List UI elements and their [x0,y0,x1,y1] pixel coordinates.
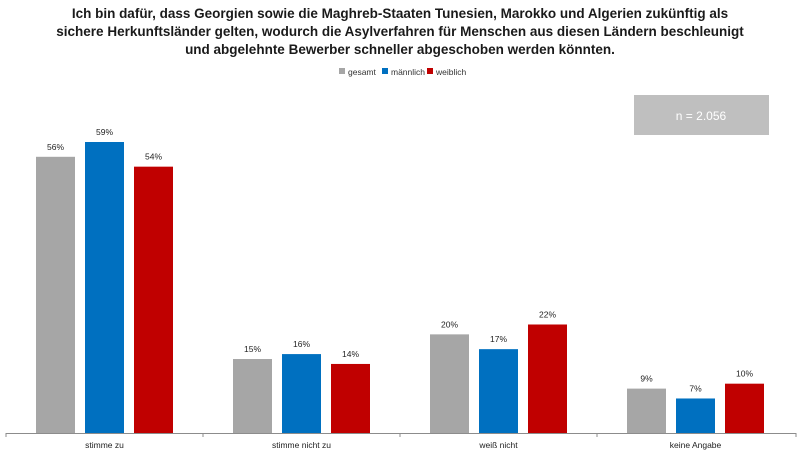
legend-label-maennlich: männlich [391,67,425,77]
bar-stimme-nicht-zu-gesamt [233,359,272,433]
data-label-stimme-nicht-zu-maennlich: 16% [293,339,310,349]
data-label-weiss-nicht-maennlich: 17% [490,334,507,344]
bar-weiss-nicht-gesamt [430,334,469,433]
sample-size-label: n = 2.056 [676,109,727,123]
x-tick-label-weiss-nicht: weiß nicht [478,440,518,450]
bar-stimme-nicht-zu-maennlich [282,354,321,433]
legend-label-gesamt: gesamt [348,67,377,77]
data-labels: 56% 59% 54% 15% 16% 14% 20% 17% 22% 9% 7% 10% [47,127,753,393]
chart-title-line: sichere Herkunftsländer gelten, wodurch … [56,24,744,39]
data-label-stimme-zu-maennlich: 59% [96,127,113,137]
data-label-keine-angabe-maennlich: 7% [689,383,702,393]
data-label-weiss-nicht-weiblich: 22% [539,309,556,319]
chart-title-line: und abgelehnte Bewerber schneller abgesc… [185,42,615,57]
legend-swatch-maennlich [382,68,388,74]
x-axis: stimme zu stimme nicht zu weiß nicht keine … [5,433,797,450]
bar-stimme-zu-maennlich [85,142,124,433]
sample-size-box: n = 2.056 [634,95,769,135]
data-label-stimme-zu-weiblich: 54% [145,152,162,162]
bar-keine-angabe-maennlich [676,398,715,433]
x-tick-label-keine-angabe: keine Angabe [670,440,722,450]
bar-weiss-nicht-maennlich [479,349,518,433]
x-tick-label-stimme-nicht-zu: stimme nicht zu [272,440,331,450]
bar-weiss-nicht-weiblich [528,324,567,433]
legend: gesamt männlich weiblich [339,67,467,77]
data-label-weiss-nicht-gesamt: 20% [441,319,458,329]
bars [36,142,764,433]
sample-size-box-bg [634,95,769,135]
bar-stimme-nicht-zu-weiblich [331,363,370,433]
legend-swatch-weiblich [427,68,433,74]
bar-keine-angabe-gesamt [627,388,666,433]
legend-label-weiblich: weiblich [435,67,467,77]
data-label-stimme-nicht-zu-gesamt: 15% [244,344,261,354]
data-label-stimme-nicht-zu-weiblich: 14% [342,349,359,359]
bar-keine-angabe-weiblich [725,383,764,433]
x-tick-label-stimme-zu: stimme zu [85,440,124,450]
chart-title: Ich bin dafür, dass Georgien sowie die M… [56,6,744,57]
legend-swatch-gesamt [339,68,345,74]
data-label-keine-angabe-gesamt: 9% [640,374,653,384]
data-label-keine-angabe-weiblich: 10% [736,369,753,379]
data-label-stimme-zu-gesamt: 56% [47,142,64,152]
bar-stimme-zu-gesamt [36,156,75,433]
bar-stimme-zu-weiblich [134,166,173,433]
chart-title-line: Ich bin dafür, dass Georgien sowie die M… [72,6,728,21]
